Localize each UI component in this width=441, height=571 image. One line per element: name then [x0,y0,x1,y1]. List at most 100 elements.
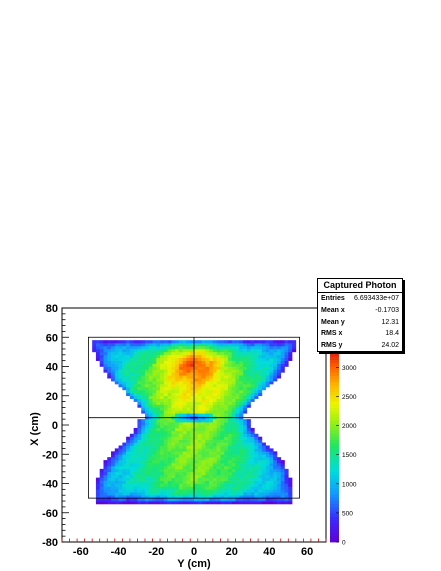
heatmap-cell [280,477,285,481]
heatmap-cell [190,413,195,417]
heatmap-cell [182,457,187,461]
heatmap-cell [224,378,229,382]
heatmap-cell [284,477,289,481]
heatmap-cell [141,395,146,399]
heatmap-cell [186,375,191,379]
heatmap-cell [126,360,131,364]
heatmap-cell [167,474,172,478]
heatmap-cell [197,404,202,408]
heatmap-cell [205,404,210,408]
heatmap-cell [197,366,202,370]
heatmap-cell [137,375,142,379]
heatmap-cell [194,463,199,467]
heatmap-cell [133,457,138,461]
heatmap-cell [186,495,191,499]
heatmap-cell [265,340,270,344]
heatmap-cell [269,454,274,458]
heatmap-cell [250,501,255,505]
heatmap-cell [178,460,183,464]
heatmap-cell [250,354,255,359]
heatmap-cell [194,375,199,379]
heatmap-cell [156,483,161,487]
heatmap-cell [175,486,180,490]
heatmap-cell [265,363,270,367]
heatmap-cell [227,378,233,382]
heatmap-cell [246,474,251,478]
heatmap-cell [126,346,131,350]
colorbar-segment [330,474,339,479]
colorbar-segment [330,404,339,408]
heatmap-cell [205,398,210,402]
heatmap-cell [258,498,263,502]
heatmap-cell [197,471,202,476]
heatmap-cell [227,425,233,429]
heatmap-cell [243,410,248,414]
heatmap-cell [227,439,233,443]
heatmap-cell [216,454,221,458]
heatmap-cell [261,384,266,388]
heatmap-cell [171,474,176,478]
heatmap-cell [201,460,206,464]
heatmap-cell [265,463,270,467]
heatmap-cell [216,489,221,493]
heatmap-cell [152,433,157,437]
heatmap-cell [220,372,225,376]
heatmap-cell [175,457,180,461]
heatmap-cell [197,495,202,499]
heatmap-cell [148,501,153,505]
heatmap-cell [197,483,202,487]
heatmap-cell [160,501,165,505]
heatmap-cell [227,372,233,376]
heatmap-cell [243,442,248,446]
heatmap-cell [280,348,285,353]
heatmap-cell [212,498,217,502]
heatmap-cell [209,501,214,505]
heatmap-cell [107,363,112,367]
heatmap-cell [92,346,97,350]
heatmap-cell [212,445,217,449]
heatmap-cell [209,340,214,344]
heatmap-cell [194,398,199,402]
heatmap-cell [156,413,161,417]
heatmap-cell [276,468,282,473]
colorbar-segment [330,356,339,360]
heatmap-cell [205,401,210,405]
heatmap-cell [141,495,146,499]
heatmap-cell [137,448,142,452]
heatmap-cell [190,348,195,353]
heatmap-cell [114,366,119,370]
heatmap-cell [186,439,191,443]
heatmap-cell [141,465,146,470]
heatmap-cell [209,489,214,493]
heatmap-cell [133,427,138,432]
heatmap-cell [186,369,191,373]
heatmap-cell [250,489,255,493]
heatmap-cell [99,343,104,347]
heatmap-cell [152,407,157,411]
heatmap-cell [280,360,285,364]
heatmap-cell [141,427,146,432]
heatmap-cell [111,340,116,344]
heatmap-cell [284,501,289,505]
heatmap-cell [122,445,127,449]
heatmap-cell [258,384,263,388]
heatmap-cell [186,413,191,417]
heatmap-cell [156,386,161,391]
heatmap-cell [171,378,176,382]
heatmap-cell [224,346,229,350]
heatmap-cell [209,433,214,437]
heatmap-cell [175,471,180,476]
heatmap-cell [111,465,116,470]
heatmap-cell [239,348,244,353]
heatmap-cell [212,463,217,467]
heatmap-cell [160,401,165,405]
heatmap-cell [182,346,187,350]
heatmap-cell [235,389,240,394]
heatmap-cell [235,480,240,484]
heatmap-cell [156,375,161,379]
heatmap-cell [95,357,101,361]
heatmap-cell [239,351,244,356]
heatmap-cell [205,492,210,496]
heatmap-cell [288,354,293,359]
heatmap-cell [178,360,183,364]
